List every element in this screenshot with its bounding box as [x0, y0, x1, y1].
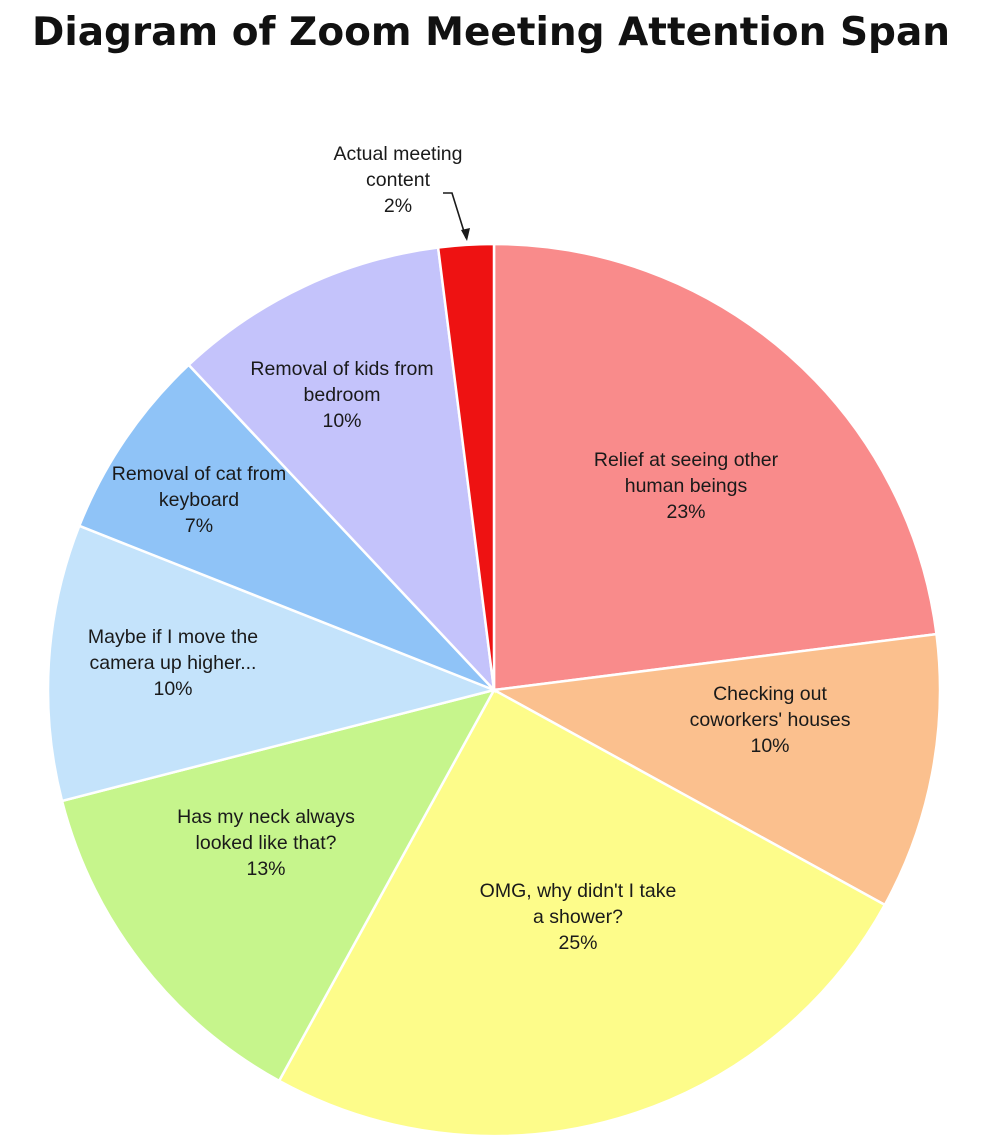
callout-line — [443, 192, 467, 239]
pie-label-actual-meeting-content: Actual meeting content 2% — [334, 143, 463, 217]
pie-label-line: looked like that? — [196, 832, 337, 854]
pie-label-line: coworkers' houses — [690, 709, 851, 731]
pie-label-line: bedroom — [304, 384, 381, 406]
pie-value-label: 10% — [153, 678, 192, 700]
chart-title: Diagram of Zoom Meeting Attention Span — [31, 10, 951, 55]
pie-value-label: 7% — [185, 515, 213, 537]
pie-label-line: keyboard — [159, 489, 239, 511]
pie-slice-relief-at-seeing-other-human-beings — [492, 242, 938, 692]
pie-label-line: Has my neck always — [177, 806, 355, 828]
callout-arrowhead — [461, 228, 470, 241]
pie-value-label: 13% — [246, 858, 285, 880]
pie-label-line: Relief at seeing other — [594, 449, 779, 471]
pie-value-label: 25% — [558, 932, 597, 954]
pie-label-line: content — [366, 169, 431, 191]
pie-label-line: Removal of kids from — [250, 358, 433, 380]
pie-slice-maybe-if-i-move-the-camera-up-higher — [46, 524, 499, 803]
pie-label-maybe-if-i-move-the-camera-up-higher: Maybe if I move the camera up higher... 10… — [88, 626, 258, 700]
pie-value-label: 10% — [322, 410, 361, 432]
pie-label-checking-out-coworkers-houses: Checking out coworkers' houses 10% — [690, 683, 851, 757]
pie-label-line: human beings — [625, 475, 748, 497]
pie-labels: Relief at seeing other human beings 23% Che… — [88, 143, 851, 954]
pie-label-line: Removal of cat from — [112, 463, 286, 485]
pie-label-removal-of-cat-from-keyboard: Removal of cat from keyboard 7% — [112, 463, 286, 537]
pie-slice-removal-of-kids-from-bedroom — [186, 246, 496, 694]
pie-label-has-my-neck-always-looked-like-that: Has my neck always looked like that? 13% — [177, 806, 355, 880]
pie-label-line: camera up higher... — [90, 652, 257, 674]
pie-slice-has-my-neck-always-looked-like-that — [60, 688, 497, 1083]
pie-slice-checking-out-coworkers-houses — [490, 632, 942, 907]
pie-label-line: Actual meeting — [334, 143, 463, 165]
pie-label-omg-why-didn-t-i-take-a-shower: OMG, why didn't I take a shower? 25% — [480, 880, 677, 954]
pie-value-label: 2% — [384, 195, 412, 217]
pie-label-relief-at-seeing-other-human-beings: Relief at seeing other human beings 23% — [594, 449, 779, 523]
pie-slices — [46, 242, 942, 1138]
pie-slice-actual-meeting-content — [436, 242, 496, 691]
pie-label-line: a shower? — [533, 906, 623, 928]
pie-label-removal-of-kids-from-bedroom: Removal of kids from bedroom 10% — [250, 358, 433, 432]
pie-slice-omg-why-didn-t-i-take-a-shower — [277, 688, 887, 1138]
pie-value-label: 23% — [666, 501, 705, 523]
pie-label-line: Checking out — [713, 683, 827, 705]
pie-label-line: Maybe if I move the — [88, 626, 258, 648]
pie-label-line: OMG, why didn't I take — [480, 880, 677, 902]
pie-value-label: 10% — [750, 735, 789, 757]
pie-slice-removal-of-cat-from-keyboard — [77, 363, 495, 692]
